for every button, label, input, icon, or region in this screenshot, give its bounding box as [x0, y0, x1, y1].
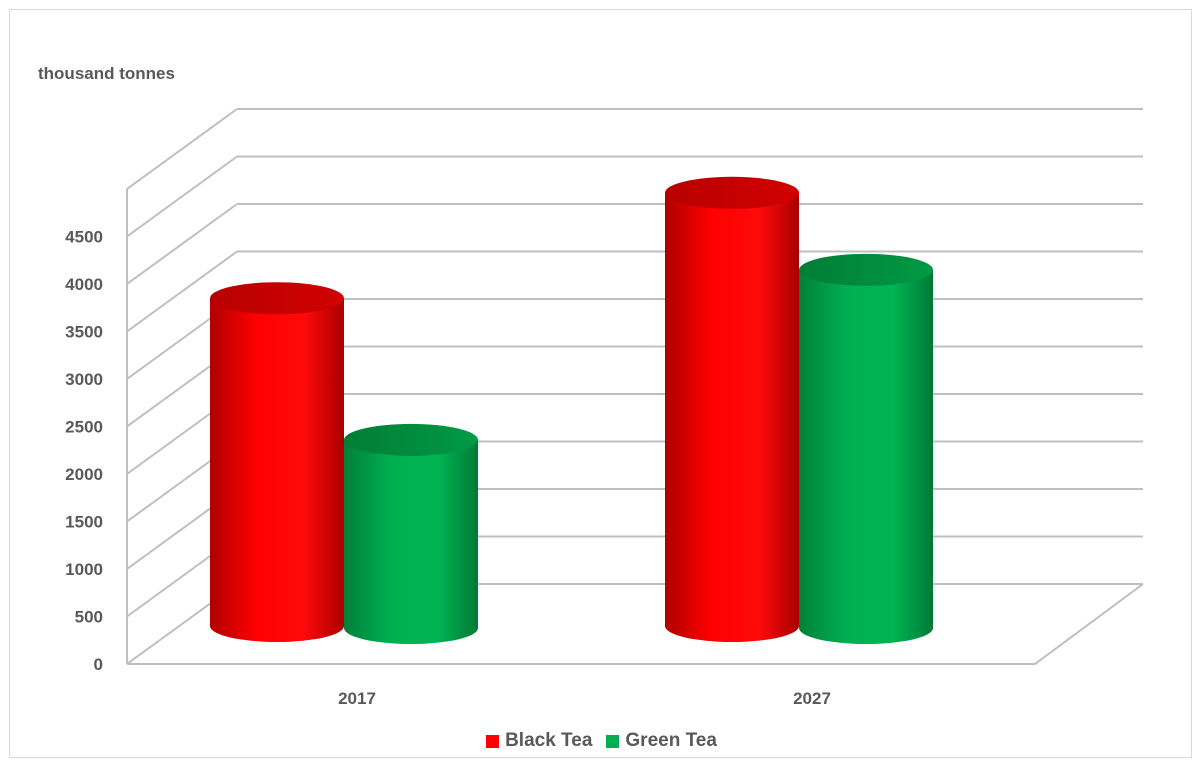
gridline-side — [126, 155, 238, 238]
chart-area — [9, 9, 1192, 758]
y-tick-label: 2500 — [65, 418, 103, 437]
bar-body — [665, 192, 799, 643]
legend-swatch — [486, 734, 500, 748]
bar-body — [344, 439, 478, 644]
y-axis-ticks: 0 500 1000 1500 2000 2500 3000 3500 4000 4500 — [65, 228, 103, 675]
legend-item: Green Tea — [606, 730, 717, 752]
x-tick-label: 2027 — [793, 689, 831, 708]
floor-edge — [127, 583, 1144, 665]
bar-black-tea-2017 — [210, 282, 344, 642]
y-tick-label: 0 — [94, 655, 103, 674]
bar-top — [210, 282, 344, 315]
y-tick-label: 3000 — [65, 370, 103, 389]
y-tick-label: 2000 — [65, 465, 103, 484]
unit-label: thousand tonnes — [38, 64, 175, 83]
legend: Black Tea Green Tea — [0, 730, 1203, 752]
bars — [210, 176, 933, 644]
legend-item: Black Tea — [486, 730, 592, 752]
y-tick-label: 4000 — [65, 275, 103, 294]
x-axis-ticks: 2017 2027 — [338, 689, 831, 708]
bar-top — [665, 176, 799, 209]
y-tick-label: 4500 — [65, 228, 103, 247]
legend-swatch — [606, 734, 620, 748]
gridline-side — [126, 250, 238, 333]
bar-top — [799, 253, 933, 286]
y-tick-label: 500 — [75, 608, 103, 627]
bar-body — [210, 298, 344, 642]
y-tick-label: 1500 — [65, 513, 103, 532]
bar-top — [344, 423, 478, 456]
gridline-side — [126, 203, 238, 285]
gridline-side — [126, 108, 238, 190]
bar-black-tea-2027 — [665, 176, 799, 643]
bar-body — [799, 269, 933, 644]
legend-label: Green Tea — [625, 730, 717, 751]
bar-green-tea-2027 — [799, 253, 933, 644]
bar-green-tea-2017 — [344, 423, 478, 644]
y-tick-label: 1000 — [65, 560, 103, 579]
y-tick-label: 3500 — [65, 323, 103, 342]
legend-label: Black Tea — [505, 730, 593, 751]
x-tick-label: 2017 — [338, 689, 376, 708]
